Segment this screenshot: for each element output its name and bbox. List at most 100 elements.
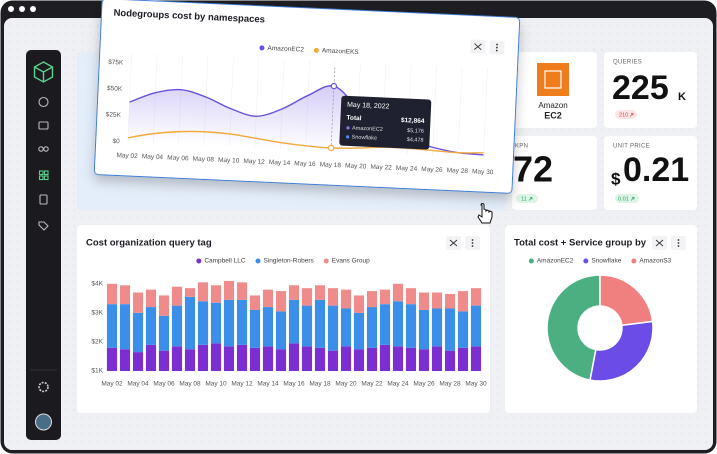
bar-segment (249, 309, 261, 348)
icon-users[interactable] (43, 146, 49, 152)
tooltip-row-name: AmazonEC2 (352, 126, 383, 133)
bar-segment (366, 347, 378, 371)
bar-segment (457, 291, 469, 312)
x-grid-line (457, 66, 463, 157)
x-tick-label: May 04 (142, 153, 164, 161)
bar-segment (106, 347, 118, 371)
bar-segment (444, 350, 456, 371)
x-tick-label: May 20 (335, 381, 357, 388)
bar-segment (275, 311, 287, 350)
icon-settings[interactable] (38, 381, 49, 393)
bar-segment (301, 288, 313, 306)
bar-segment (418, 292, 430, 310)
bar-segment (171, 346, 183, 371)
x-tick-label: May 30 (472, 168, 494, 176)
bar-segment (340, 308, 352, 347)
legend-swatch (196, 258, 202, 264)
bar-segment (184, 296, 196, 350)
bar-segment (327, 288, 339, 306)
hover-dot (330, 82, 338, 90)
tooltip-row-name: Snowflake (351, 135, 377, 142)
ec2-icon (537, 63, 569, 96)
y-tick-label: $1K (91, 368, 103, 375)
badge-text: 210 (619, 112, 628, 118)
bar-segment (405, 304, 417, 348)
line (127, 130, 484, 154)
y-tick-label: $2K (91, 339, 103, 346)
x-tick-label: May 20 (345, 163, 367, 171)
bar-segment (366, 307, 378, 348)
kpi-label: KPN (515, 144, 528, 150)
icon-dashboard[interactable] (38, 170, 49, 181)
bar-segment (470, 288, 482, 306)
bar-segment (249, 347, 261, 371)
bar-segment (431, 346, 443, 371)
bar-segment (405, 288, 417, 305)
x-tick-label: May 16 (283, 381, 305, 388)
icon-tags[interactable] (38, 221, 49, 231)
bar-segment (418, 309, 430, 350)
x-tick-label: May 26 (413, 381, 435, 388)
kpi-unit: K (678, 91, 686, 103)
tooltip-row-value: $5,176 (407, 128, 424, 135)
bar-segment (262, 346, 274, 371)
bar-segment (223, 280, 235, 300)
window-dot[interactable] (8, 6, 14, 12)
x-tick-label: May 08 (192, 156, 214, 164)
x-tick-label: May 30 (465, 381, 487, 388)
badge (516, 194, 538, 203)
bar-segment (418, 349, 430, 371)
bar-card: Cost organization query tag Campbell LLC… (77, 225, 490, 413)
y-tick-label: $3K (91, 310, 103, 317)
ec2-icon-chip (544, 70, 562, 89)
kpi-symbol: $ (611, 169, 621, 188)
bars (106, 280, 482, 371)
legend-label: Evans Group (332, 258, 370, 265)
bar-segment (210, 285, 222, 303)
legend-swatch (259, 45, 265, 51)
x-grid-line (432, 65, 437, 156)
bar-segment (314, 299, 326, 348)
bar-segment (353, 312, 365, 350)
bar-segment (379, 344, 391, 371)
kpi-value: 0.21 (623, 151, 689, 189)
avatar[interactable] (35, 413, 52, 431)
x-tick-label: May 06 (153, 381, 175, 388)
bar-segment (119, 285, 131, 305)
card-bg (505, 225, 697, 413)
x-tick-label: May 26 (421, 166, 443, 174)
bar-segment (444, 293, 456, 309)
bar-segment (119, 304, 131, 350)
window-dot[interactable] (30, 6, 36, 12)
icon-cost[interactable] (38, 96, 49, 108)
donut-slice (546, 274, 601, 381)
tooltip-total: $12,864 (401, 117, 425, 125)
donut-slice (589, 320, 654, 382)
bar-segment (132, 292, 144, 313)
bar-segment (262, 307, 274, 347)
legend-label: AmazonS3 (639, 258, 671, 265)
bar-segment (158, 350, 170, 371)
bar-segment (392, 346, 404, 371)
bar-segment (314, 285, 326, 300)
bar-segment (288, 343, 300, 371)
bar-segment (132, 312, 144, 353)
kpi-value: 72 (513, 149, 553, 190)
x-tick-label: May 22 (370, 164, 392, 172)
floating-card: Nodegroups cost by namespaces AmazonEC2 A… (93, 0, 521, 194)
icon-users[interactable] (38, 146, 44, 152)
icon-reports[interactable] (39, 194, 48, 205)
legend-swatch (583, 258, 589, 264)
bar-segment (223, 346, 235, 371)
bar-segment (379, 304, 391, 345)
tooltip-swatch (346, 135, 350, 139)
window-dot[interactable] (19, 6, 25, 12)
logo[interactable] (33, 61, 54, 83)
bar-segment (119, 349, 131, 371)
icon-jobs[interactable] (38, 121, 49, 130)
legend-swatch (528, 258, 534, 264)
badge-text: 0.01 (618, 196, 629, 202)
cursor (477, 203, 493, 224)
bar-segment (106, 283, 118, 305)
legend-label: AmazonEC2 (267, 45, 304, 54)
